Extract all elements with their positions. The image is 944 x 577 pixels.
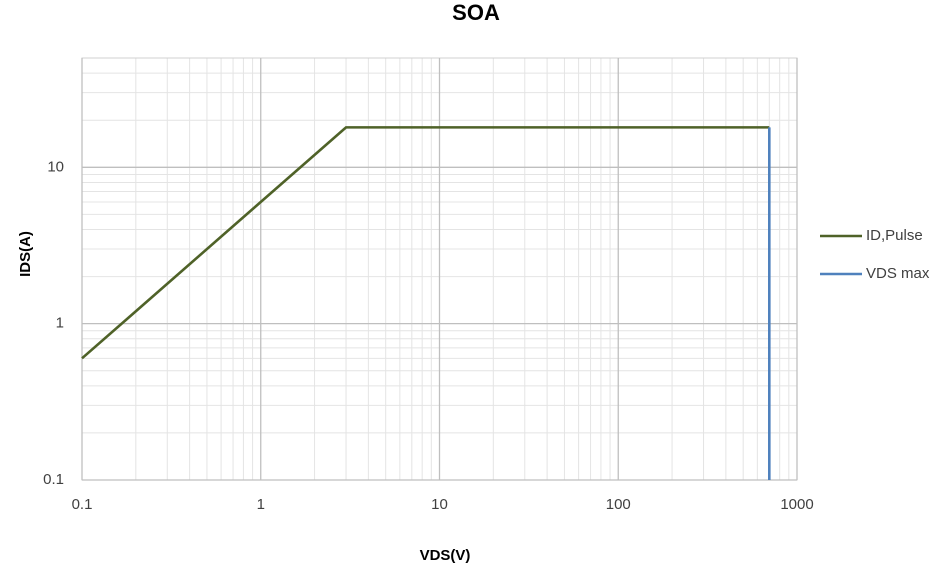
x-tick-label: 100 bbox=[606, 496, 631, 513]
y-tick-label: 0.1 bbox=[43, 471, 64, 488]
x-axis-title: VDS(V) bbox=[420, 547, 471, 564]
x-tick-label: 10 bbox=[431, 496, 448, 513]
legend-label: VDS max bbox=[866, 265, 930, 282]
x-tick-label: 1 bbox=[257, 496, 265, 513]
series-line bbox=[81, 126, 770, 360]
x-tick-label: 1000 bbox=[780, 496, 813, 513]
legend-label: ID,Pulse bbox=[866, 227, 923, 244]
y-tick-label: 10 bbox=[47, 158, 64, 175]
y-axis-title: IDS(A) bbox=[17, 231, 34, 277]
y-tick-label: 1 bbox=[56, 315, 64, 332]
x-tick-label: 0.1 bbox=[72, 496, 93, 513]
chart-title: SOA bbox=[452, 0, 500, 25]
